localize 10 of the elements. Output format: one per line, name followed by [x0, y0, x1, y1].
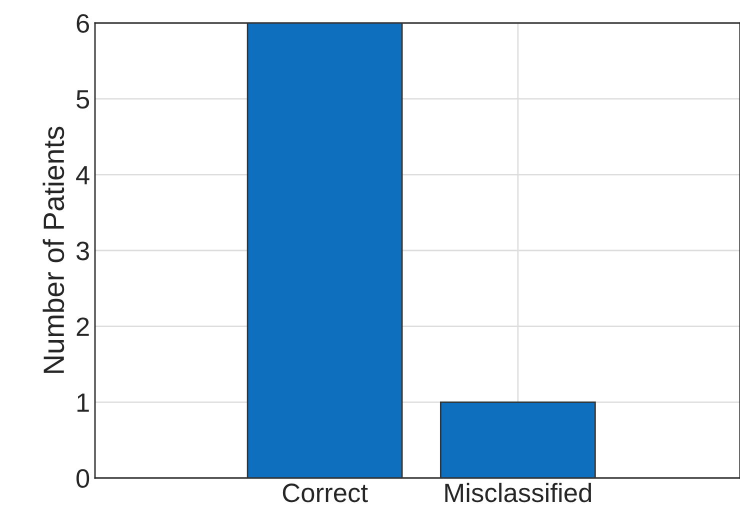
y-tick-label: 4 [76, 166, 90, 184]
y-tick-label: 2 [76, 317, 89, 336]
x-tick-label: Misclassified [445, 482, 592, 502]
y-tick-label: 1 [77, 394, 89, 412]
y-axis-title: Number of Patients [42, 126, 64, 373]
y-tick-label: 3 [76, 242, 89, 260]
y-tick-label: 5 [76, 90, 90, 109]
x-tick-label: Correct [282, 484, 368, 502]
y-tick-label: 6 [76, 14, 89, 33]
y-tick-label: 0 [76, 469, 90, 488]
